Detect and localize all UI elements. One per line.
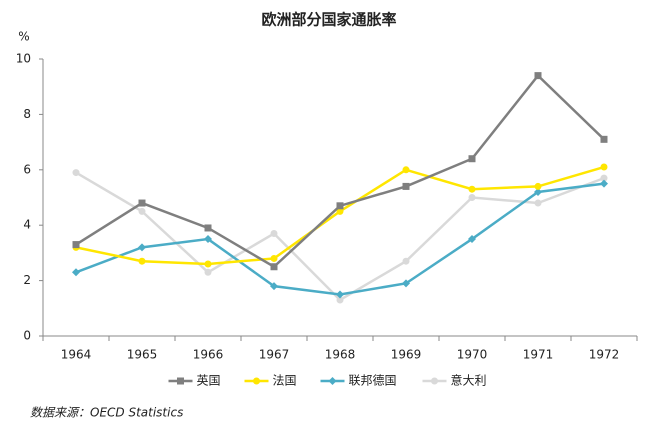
y-unit: %	[18, 30, 29, 44]
data-point	[204, 268, 212, 276]
data-point	[204, 224, 212, 232]
y-tick-label: 10	[16, 52, 31, 66]
y-tick-label: 8	[23, 107, 31, 121]
data-point	[402, 166, 410, 174]
data-point	[72, 169, 80, 177]
data-point	[72, 241, 80, 249]
data-point	[534, 199, 542, 207]
y-tick-label: 0	[23, 329, 31, 343]
legend-marker	[177, 377, 184, 385]
x-tick-label: 1968	[325, 348, 356, 362]
legend-label: 联邦德国	[349, 373, 397, 388]
y-tick-label: 2	[23, 273, 31, 287]
data-point	[336, 202, 344, 210]
legend-label: 意大利	[451, 373, 487, 388]
data-point	[204, 235, 212, 244]
data-point	[72, 268, 80, 277]
data-point	[138, 199, 146, 207]
data-point	[270, 254, 278, 262]
data-point	[204, 260, 212, 268]
legend-marker	[253, 377, 260, 385]
x-tick-label: 1972	[589, 348, 620, 362]
x-tick-label: 1969	[391, 348, 422, 362]
x-tick-label: 1970	[457, 348, 488, 362]
data-point	[402, 279, 410, 288]
legend-label: 法国	[273, 374, 297, 388]
x-tick-label: 1971	[523, 348, 554, 362]
series-line	[75, 171, 605, 302]
data-point	[600, 135, 608, 143]
x-tick-label: 1964	[61, 348, 92, 362]
data-point	[138, 243, 146, 252]
data-point	[138, 207, 146, 215]
legend-marker	[328, 377, 337, 385]
data-point	[534, 187, 542, 196]
data-point	[534, 72, 542, 80]
data-point	[270, 230, 278, 238]
data-point	[402, 182, 410, 190]
data-point	[600, 179, 608, 188]
data-point	[402, 257, 410, 265]
data-point	[336, 207, 344, 215]
data-point	[600, 174, 608, 182]
data-point	[270, 282, 278, 291]
x-tick-label: 1966	[193, 348, 224, 362]
series-line	[75, 73, 605, 269]
data-point	[468, 155, 476, 163]
data-point	[468, 185, 476, 193]
data-point	[600, 163, 608, 171]
y-tick-label: 6	[23, 162, 31, 176]
x-tick-label: 1965	[127, 348, 158, 362]
data-point	[534, 182, 542, 190]
series-line	[75, 165, 605, 266]
data-point	[336, 290, 344, 299]
y-tick-label: 4	[23, 218, 31, 232]
legend-marker	[431, 377, 438, 385]
data-point	[336, 296, 344, 304]
data-point	[468, 194, 476, 201]
series-line	[75, 182, 605, 296]
legend-label: 英国	[197, 374, 221, 388]
data-point	[270, 263, 278, 271]
data-point	[468, 235, 476, 244]
source-note: 数据来源：OECD Statistics	[30, 406, 183, 420]
x-tick-label: 1967	[259, 348, 290, 362]
data-point	[138, 257, 146, 265]
chart-title: 欧洲部分国家通胀率	[261, 11, 396, 29]
